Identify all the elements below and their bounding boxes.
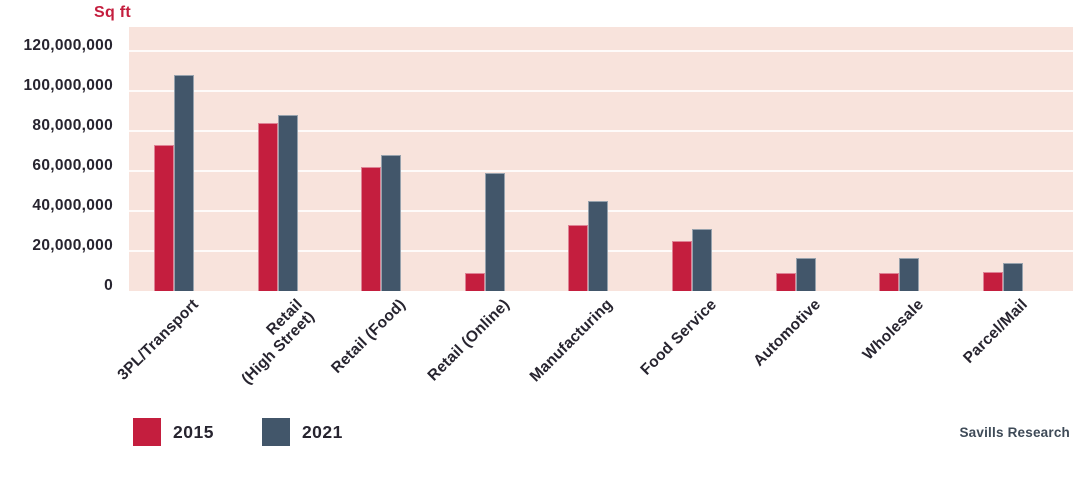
bar-group [672,229,712,291]
y-axis-unit-label: Sq ft [94,4,132,21]
legend-swatch [261,418,290,446]
bar-group [257,115,298,291]
bar-2021 [899,258,920,291]
legend-item: 2015 [133,418,214,446]
y-tick-label: 120,000,000 [23,37,113,55]
bar-2021 [484,173,505,291]
bar-2015 [464,273,485,291]
legend-item: 2021 [261,418,343,446]
bar-group [568,201,609,291]
legend-label: 2015 [173,421,214,442]
bar-group [464,173,505,291]
legend-swatch [133,418,161,446]
bar-group [982,263,1023,291]
bar-group [154,75,194,291]
chart-footer: 2015 2021 Savills Research [0,412,1080,452]
bar-2015 [361,167,382,291]
bar-2021 [277,115,298,291]
bar-2015 [154,145,174,291]
bar-group [361,155,402,291]
bar-2021 [381,155,402,291]
plot-area [129,27,1073,291]
bar-2021 [692,229,712,291]
y-axis-tick-labels: 0 20,000,000 40,000,000 60,000,000 80,000,00… [0,27,121,294]
source-credit: Savills Research [959,424,1070,440]
y-tick-label: 40,000,000 [32,197,113,214]
bar-2015 [257,123,278,291]
y-tick-label: 60,000,000 [32,157,113,175]
bar-2021 [588,201,609,291]
bar-2021 [174,75,194,291]
y-tick-label: 100,000,000 [23,77,113,94]
legend: 2015 2021 [133,418,343,446]
x-axis-category-label: Retail (High Street) [238,296,318,388]
bar-2015 [568,225,589,291]
y-tick-label: 0 [104,277,113,294]
bar-2015 [672,241,692,291]
bar-2015 [879,273,900,291]
bar-group [879,258,920,291]
x-axis-labels: 3PL/Transport Retail (High Street) Retail … [114,296,1073,412]
gridline [129,90,1073,92]
bar-2021 [1002,263,1023,291]
bar-2015 [982,272,1003,291]
gridline [129,130,1073,132]
y-tick-label: 80,000,000 [32,117,113,134]
gridline [129,50,1073,52]
y-tick-label: 20,000,000 [32,237,113,254]
gridline [129,170,1073,172]
bar-2021 [795,258,816,291]
legend-label: 2021 [301,421,343,442]
bar-group [775,258,816,291]
bar-2015 [775,273,796,291]
